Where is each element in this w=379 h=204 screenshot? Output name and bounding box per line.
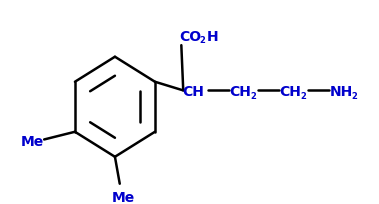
Text: 2: 2 (352, 91, 357, 100)
Text: Me: Me (112, 190, 135, 204)
Text: CH: CH (279, 85, 301, 99)
Text: CH: CH (182, 85, 204, 99)
Text: Me: Me (21, 135, 44, 149)
Text: 2: 2 (301, 91, 307, 100)
Text: CH: CH (229, 85, 251, 99)
Text: H: H (206, 29, 218, 43)
Text: CO: CO (179, 29, 202, 43)
Text: NH: NH (329, 85, 353, 99)
Text: 2: 2 (200, 36, 205, 45)
Text: 2: 2 (251, 91, 257, 100)
